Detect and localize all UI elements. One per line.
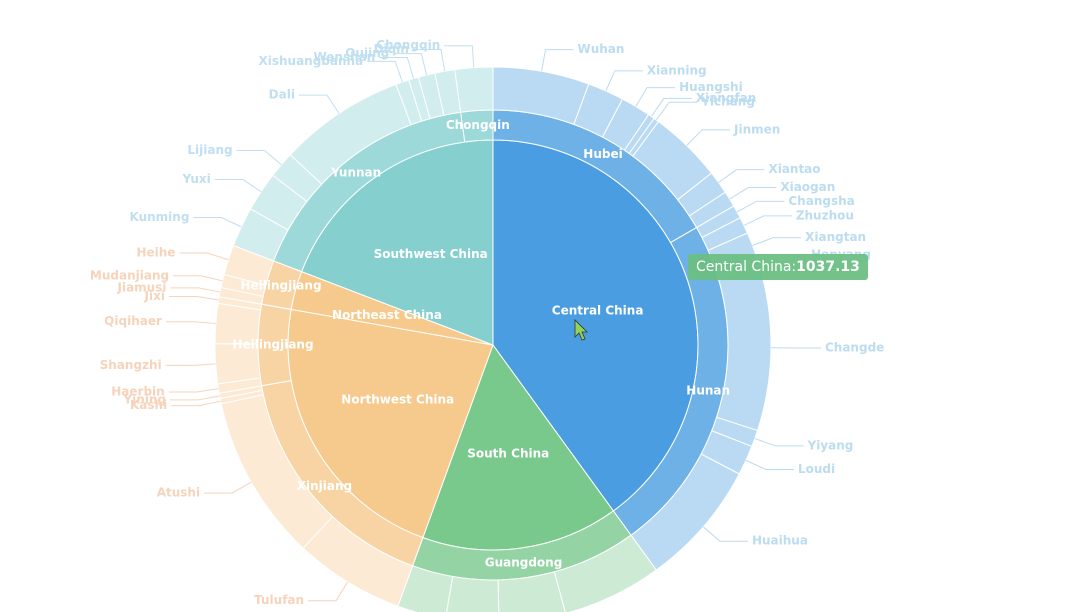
city-label: Xiangtan [805, 230, 866, 244]
city-label: Zhuzhou [796, 208, 854, 222]
leader-line [605, 70, 643, 92]
leader-line [743, 215, 792, 226]
leader-line [214, 179, 262, 193]
leader-line [170, 287, 221, 293]
city-label: Dali [269, 88, 295, 102]
city-label: Kunming [129, 210, 189, 224]
leader-line [170, 395, 220, 401]
province-label: Chongqin [446, 118, 510, 132]
city-label: Qujing [345, 46, 389, 60]
province-label: Xinjiang [297, 479, 352, 493]
leader-line [635, 87, 676, 107]
city-label: Jinmen [733, 122, 780, 136]
city-label: Huangshi [679, 80, 743, 94]
leader-line [650, 97, 692, 117]
city-label: Yining [122, 392, 166, 406]
leader-line [308, 581, 349, 602]
leader-line [444, 45, 475, 68]
city-label: Kashi [130, 398, 167, 412]
province-label: Hubei [583, 147, 622, 161]
city-label: Chongqin [376, 38, 440, 52]
region-label: Northwest China [341, 392, 454, 406]
leader-line [655, 101, 698, 121]
leader-line [393, 53, 428, 76]
province-label: Heilingjiang [240, 279, 321, 293]
leader-line [298, 94, 340, 114]
city-label: Wuhan [577, 42, 624, 56]
province-label: Yunnan [330, 165, 381, 179]
leader-line [204, 481, 252, 494]
city-label: Yiyang [807, 438, 854, 452]
city-label: Shangzhi [100, 358, 162, 372]
leader-line [168, 388, 219, 393]
leader-line [379, 56, 415, 79]
leader-line [168, 295, 219, 301]
city-label: Jixi [144, 289, 165, 303]
city-label: Huaihua [752, 534, 808, 548]
leader-line [236, 149, 282, 166]
leader-line [171, 400, 221, 407]
city-label: Changsha [788, 194, 854, 208]
leader-line [686, 129, 731, 146]
province-label: Heilingjiang [232, 337, 313, 351]
leader-line [193, 217, 242, 228]
leader-line [718, 169, 765, 183]
tooltip-name: Central China [696, 259, 796, 275]
city-label: Xishuangbanna [258, 54, 363, 68]
leader-line [179, 252, 229, 261]
city-sector [454, 66, 494, 113]
city-label: Lijiang [187, 143, 232, 157]
city-label: Atushi [157, 486, 200, 500]
leader-line [729, 187, 777, 200]
city-label: Qiqihaer [104, 314, 162, 328]
region-label: Southwest China [374, 247, 488, 261]
city-label: Changde [825, 340, 884, 354]
city-label: Xianning [647, 63, 707, 77]
city-label: Xiaogan [780, 180, 835, 194]
city-label: Yuxi [182, 172, 211, 186]
rings [214, 66, 772, 612]
leader-line [736, 200, 785, 213]
leader-line [165, 363, 216, 366]
city-label: Xiantao [768, 162, 820, 176]
leader-line [165, 321, 216, 324]
tooltip-value: 1037.13 [796, 259, 860, 275]
city-label: Diqin [374, 42, 409, 56]
leader-line [754, 438, 804, 447]
leader-line [173, 275, 223, 282]
region-label: Northeast China [332, 308, 442, 322]
city-label: Xiangfan [696, 91, 756, 105]
leader-line [745, 459, 794, 471]
city-label: Jiamusi [117, 280, 167, 294]
city-label: Yichang [700, 95, 755, 109]
province-label: Hunan [686, 383, 730, 397]
city-label: Tulufan [254, 593, 304, 607]
region-label: Central China [552, 304, 644, 318]
region-label: South China [467, 446, 549, 460]
city-label: Wenshan [313, 50, 375, 64]
leader-line [412, 49, 446, 72]
tooltip: Central China1037.13 [688, 254, 868, 280]
province-label: Guangdong [485, 555, 563, 569]
city-label: Mudanjiang [90, 268, 169, 282]
leader-line [367, 60, 403, 83]
city-sector [446, 575, 500, 612]
leader-line [702, 526, 748, 542]
cursor [574, 319, 588, 341]
labels: Central ChinaHubeiWuhanXianningHuangshiX… [90, 38, 884, 607]
leader-line [752, 237, 802, 246]
leader-line [541, 49, 574, 72]
city-label: Heihe [136, 246, 175, 260]
city-label: Haerbin [111, 385, 164, 399]
city-label: Loudi [798, 462, 835, 476]
